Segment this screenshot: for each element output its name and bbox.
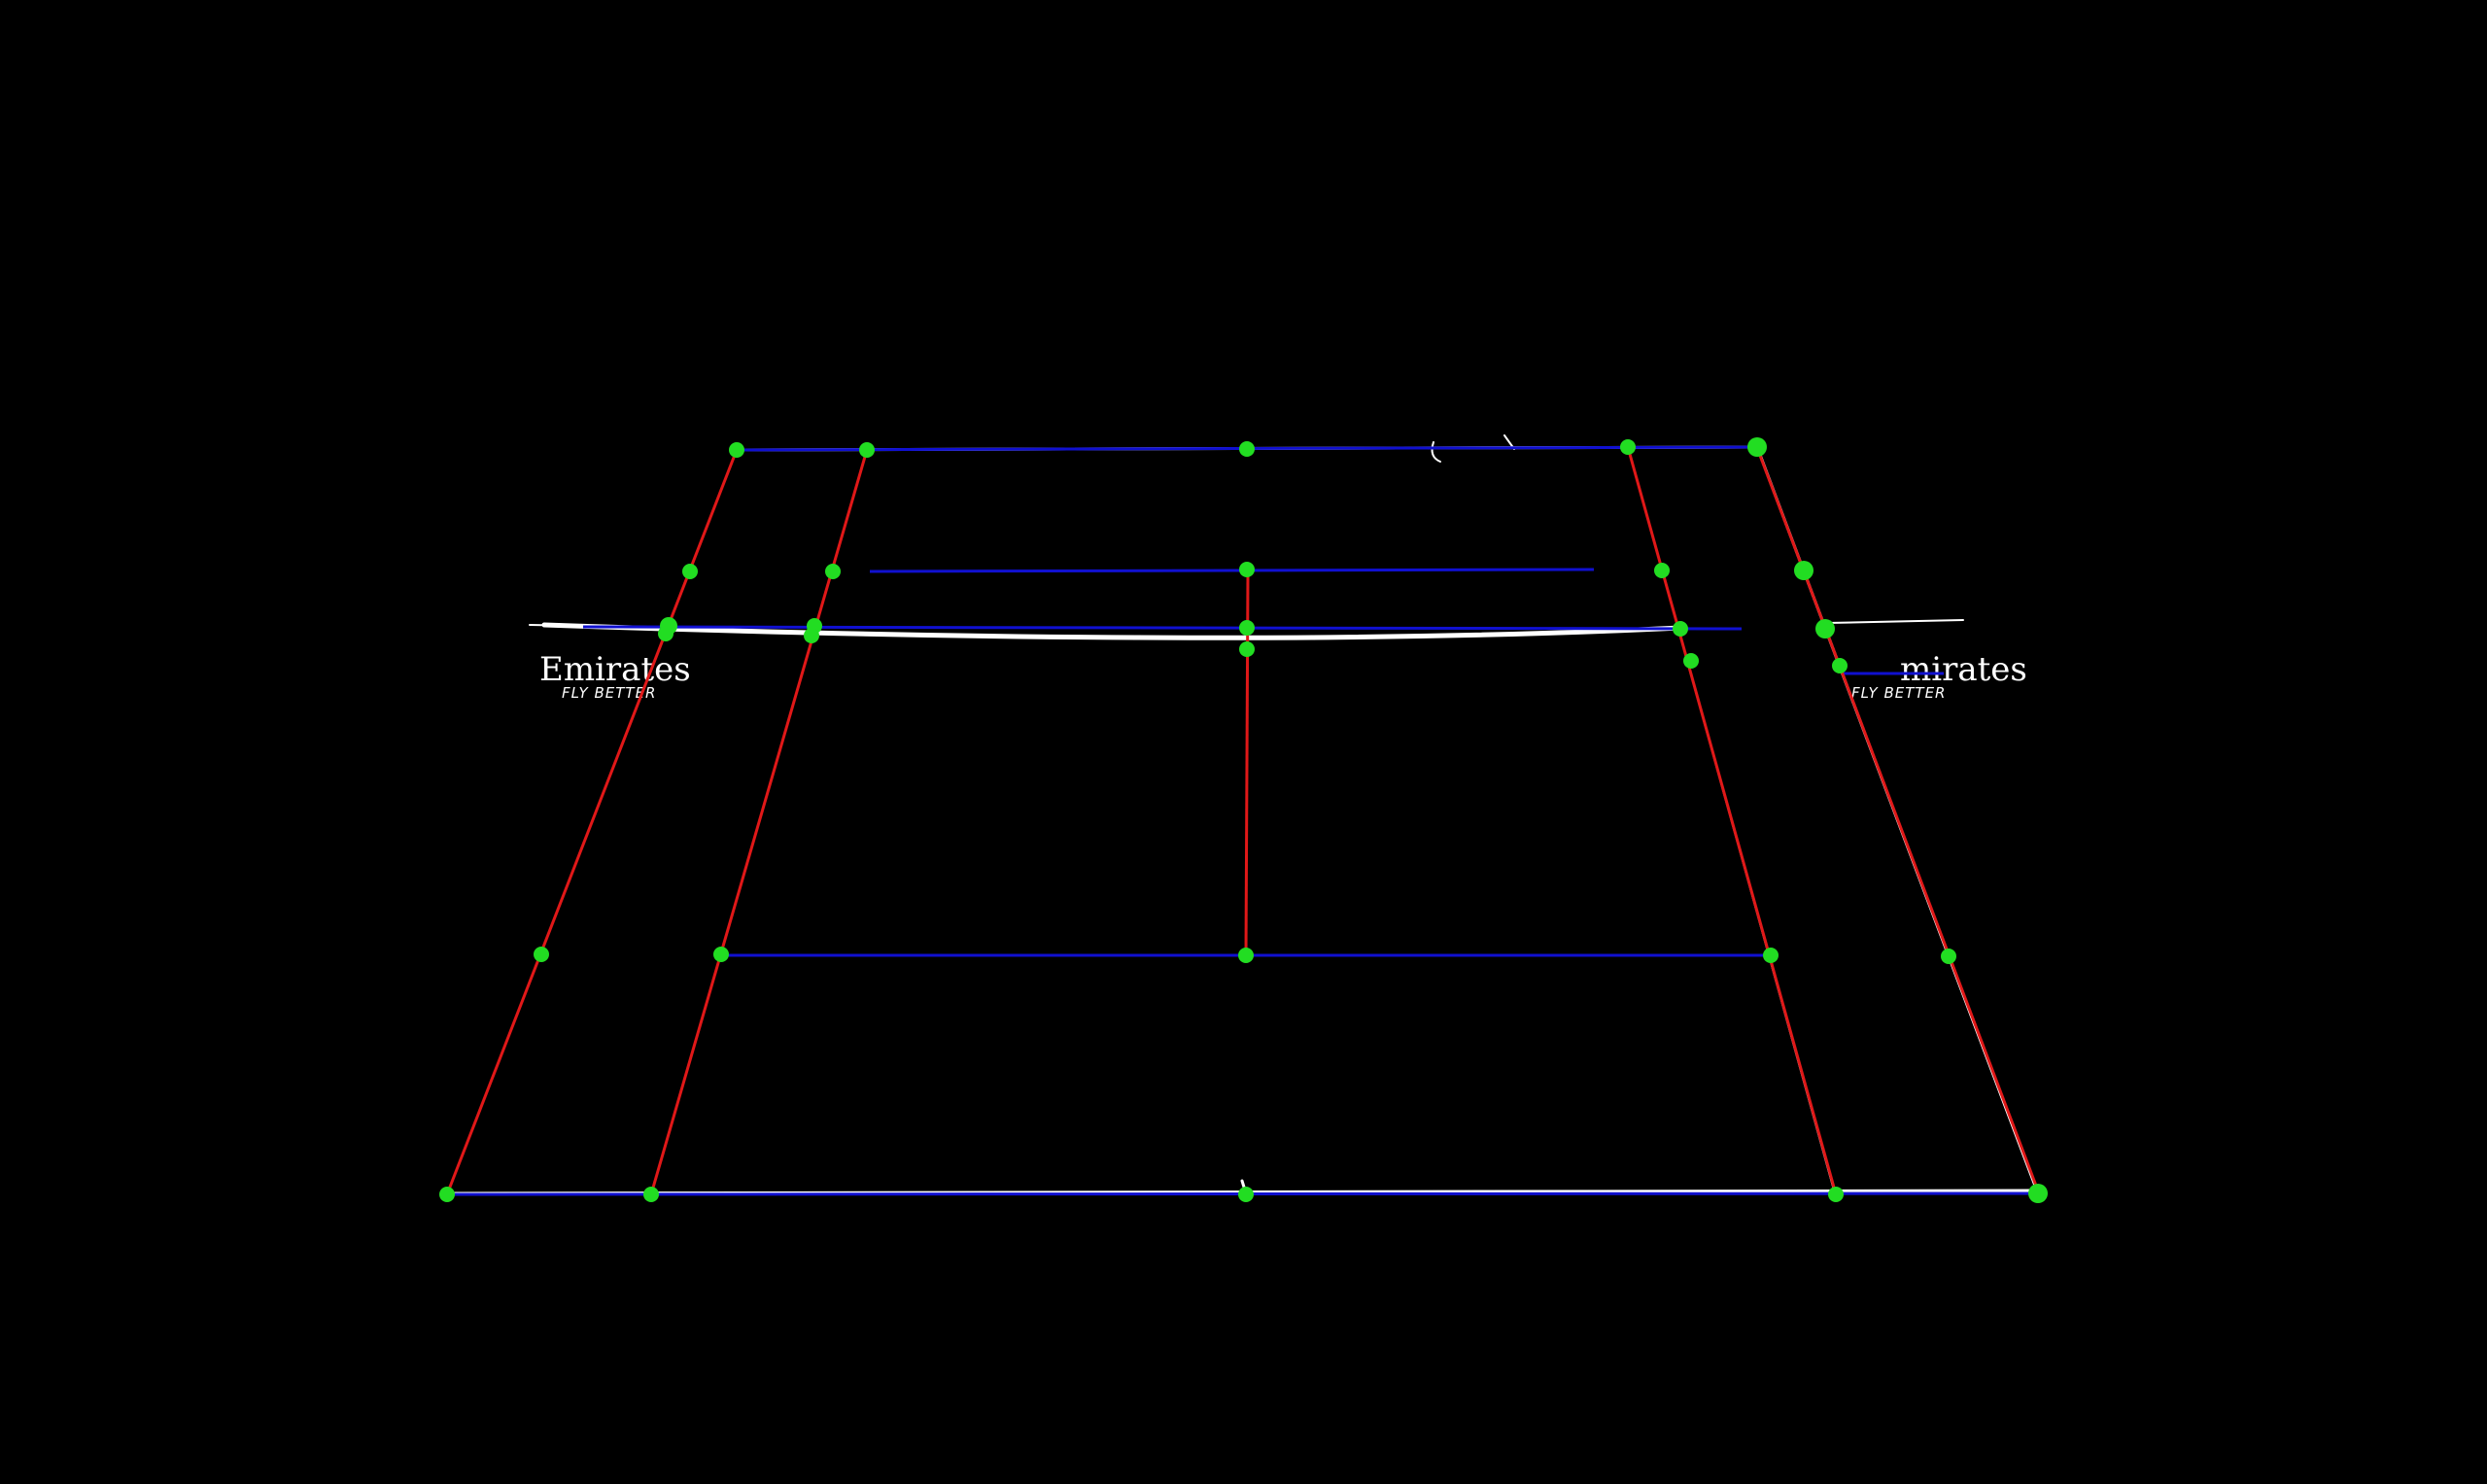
edge-net-cord: [541, 622, 1684, 640]
signage-left-brand: Emirates: [539, 650, 691, 689]
keypoint: [1747, 437, 1767, 457]
keypoint: [1828, 1187, 1844, 1202]
keypoint: [1794, 561, 1813, 580]
net-line: [582, 625, 1743, 631]
signage-left-sub: FLY BETTER: [562, 684, 656, 702]
keypoint: [1683, 653, 1699, 669]
keypoint: [804, 628, 819, 643]
keypoint: [1941, 949, 1956, 964]
keypoint: [713, 947, 729, 962]
keypoint: [2028, 1184, 2048, 1203]
center-service-line: [1244, 572, 1250, 956]
keypoint: [825, 564, 841, 579]
signage-right-sub: FLY BETTER: [1851, 684, 1946, 702]
keypoint: [1238, 1187, 1254, 1202]
right-singles-sideline: [1626, 446, 1838, 1195]
signage-left: Emirates FLY BETTER: [539, 650, 691, 702]
keypoint: [1673, 621, 1688, 637]
keypoint: [1763, 948, 1779, 963]
keypoint: [1832, 658, 1848, 673]
left-singles-sideline: [649, 449, 869, 1195]
vertical-lines: [445, 444, 2041, 1195]
edge-net-left-ext: [529, 624, 584, 627]
left-doubles-sideline: [445, 449, 739, 1195]
keypoint: [1239, 562, 1255, 577]
signage-right: mirates FLY BETTER: [1851, 650, 2027, 702]
keypoint: [859, 442, 875, 458]
keypoint: [682, 564, 698, 579]
keypoint: [1239, 641, 1255, 657]
keypoint: [658, 626, 674, 641]
keypoint: [1239, 620, 1255, 636]
keypoint: [534, 947, 549, 962]
keypoint: [439, 1187, 455, 1202]
keypoint: [1815, 619, 1835, 638]
keypoint: [1654, 563, 1670, 578]
keypoint: [1239, 441, 1255, 457]
edge-net-right-ext: [1826, 619, 1964, 624]
keypoint: [643, 1187, 659, 1202]
right-doubles-sideline: [1754, 444, 2041, 1194]
keypoints: [439, 437, 2048, 1203]
far-service-line: [869, 568, 1595, 573]
keypoint: [1238, 948, 1254, 963]
keypoint: [1620, 439, 1636, 455]
signage-right-brand: mirates: [1900, 650, 2027, 689]
keypoint: [729, 442, 744, 458]
edge-far-mark-a: [1431, 441, 1441, 463]
